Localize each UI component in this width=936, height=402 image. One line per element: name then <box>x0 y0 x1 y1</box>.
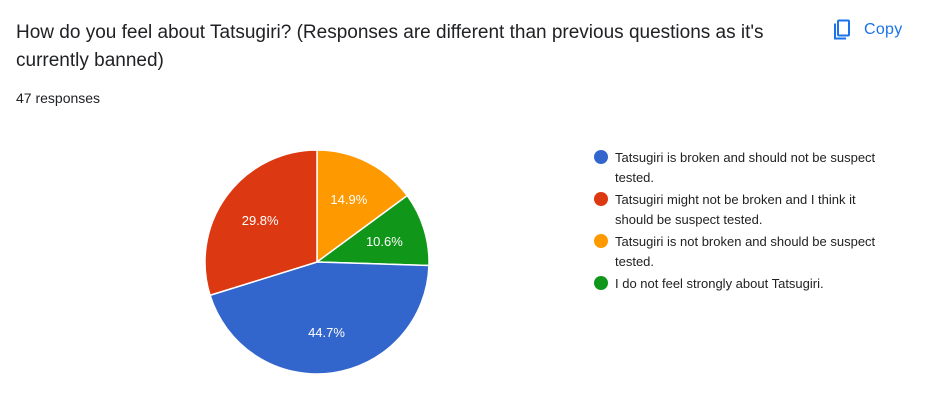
response-count: 47 responses <box>16 90 101 106</box>
legend-label: Tatsugiri is broken and should not be su… <box>615 150 876 185</box>
chart-legend: Tatsugiri is broken and should not be su… <box>594 148 894 296</box>
legend-label: Tatsugiri might not be broken and I thin… <box>615 192 856 227</box>
copy-button[interactable]: Copy <box>822 12 911 48</box>
legend-swatch <box>594 276 608 290</box>
legend-item[interactable]: I do not feel strongly about Tatsugiri. <box>594 274 894 294</box>
copy-icon <box>830 18 854 42</box>
legend-item[interactable]: Tatsugiri is broken and should not be su… <box>594 148 894 188</box>
pie-slice <box>209 261 430 375</box>
question-title: How do you feel about Tatsugiri? (Respon… <box>16 22 764 71</box>
slice-label: 44.7% <box>308 325 345 340</box>
pie-slice <box>316 194 430 267</box>
legend-swatch <box>594 150 608 164</box>
legend-label: Tatsugiri is not broken and should be su… <box>615 234 876 269</box>
legend-swatch <box>594 192 608 206</box>
legend-swatch <box>594 234 608 248</box>
legend-label: I do not feel strongly about Tatsugiri. <box>615 276 824 291</box>
pie-slice <box>316 149 408 263</box>
pie-slice <box>204 149 318 297</box>
slice-label: 29.8% <box>242 213 279 228</box>
copy-button-label: Copy <box>864 21 903 38</box>
legend-item[interactable]: Tatsugiri might not be broken and I thin… <box>594 190 894 230</box>
slice-label: 10.6% <box>366 234 403 249</box>
legend-item[interactable]: Tatsugiri is not broken and should be su… <box>594 232 894 272</box>
slice-label: 14.9% <box>330 192 367 207</box>
